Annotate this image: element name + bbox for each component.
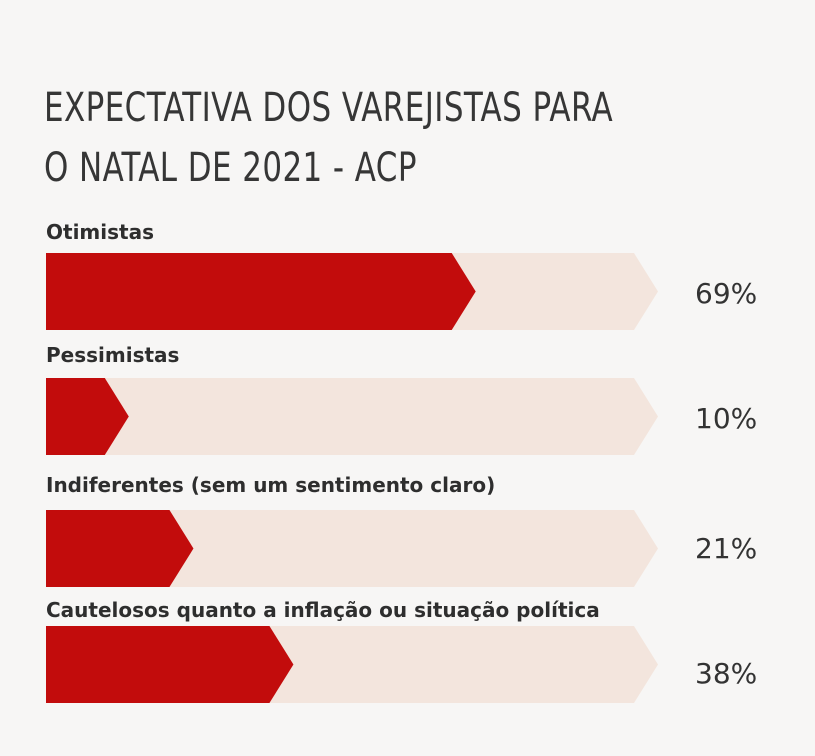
- category-labels: Otimistas Pessimistas Indiferentes (sem um…: [46, 220, 600, 622]
- category-label: Otimistas: [46, 220, 154, 244]
- chart-title: EXPECTATIVA DOS VAREJISTAS PARA O NATAL …: [44, 85, 614, 191]
- category-label: Indiferentes (sem um sentimento claro): [46, 473, 495, 497]
- value-label: 21%: [695, 532, 757, 565]
- category-label: Pessimistas: [46, 343, 179, 367]
- value-label: 10%: [695, 402, 757, 435]
- bars: [46, 253, 476, 703]
- bar-track: [46, 510, 658, 587]
- bar: [46, 378, 129, 455]
- bar-track: [46, 378, 658, 455]
- category-label: Cautelosos quanto a inflação ou situação…: [46, 598, 600, 622]
- bar: [46, 253, 476, 330]
- bar: [46, 510, 194, 587]
- value-label: 38%: [695, 657, 757, 690]
- bar: [46, 626, 294, 703]
- value-label: 69%: [695, 277, 757, 310]
- value-labels: 69% 10% 21% 38%: [695, 277, 757, 690]
